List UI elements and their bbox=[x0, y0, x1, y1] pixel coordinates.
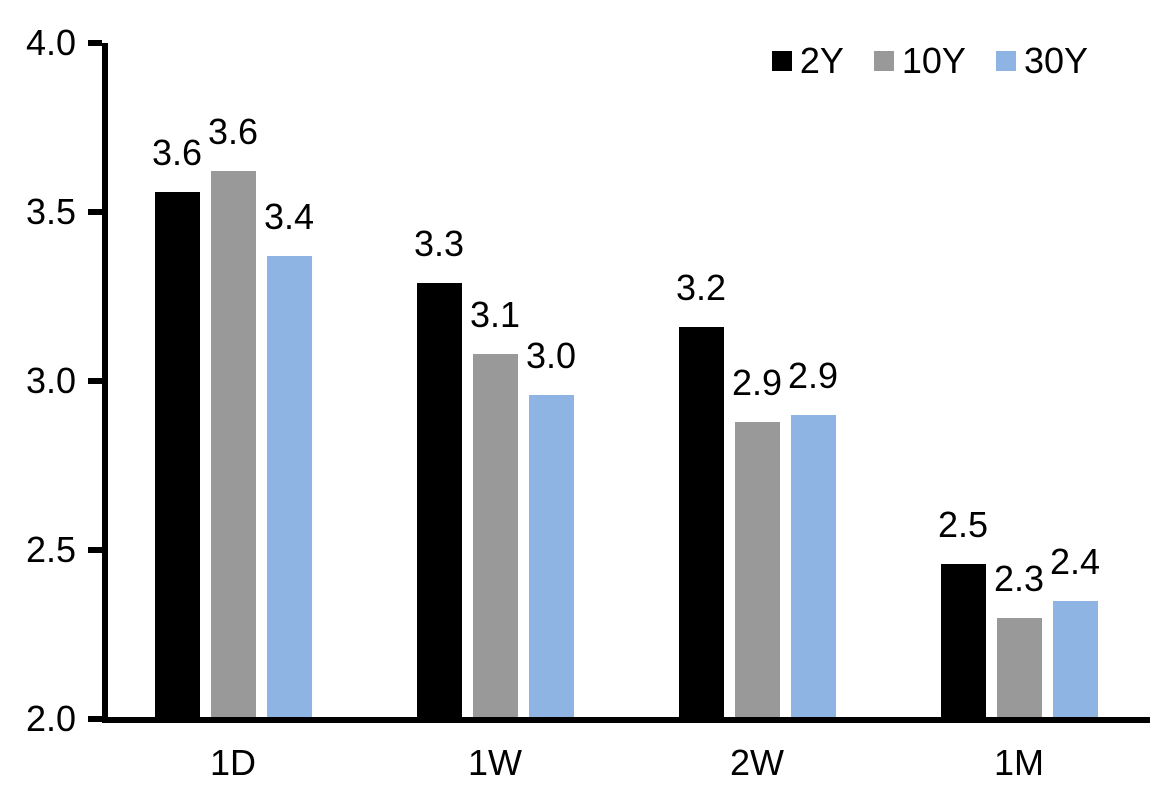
bar-1m-2y bbox=[940, 563, 986, 718]
y-tick-3.5 bbox=[88, 209, 102, 215]
bar-1w-30y bbox=[528, 394, 574, 718]
y-tick-label-3.5: 3.5 bbox=[25, 191, 76, 232]
x-axis-label-1m: 1M bbox=[993, 742, 1044, 783]
bar-1m-30y bbox=[1052, 600, 1098, 718]
data-label-1m-10y: 2.3 bbox=[993, 557, 1045, 599]
data-label-1d-2y: 3.6 bbox=[151, 131, 203, 173]
data-label-1d-10y: 3.6 bbox=[207, 111, 259, 153]
y-tick-label-4.0: 4.0 bbox=[25, 22, 76, 63]
data-label-1m-30y: 2.4 bbox=[1049, 540, 1101, 582]
legend-label-2y: 2Y bbox=[799, 40, 844, 81]
y-tick-label-3.0: 3.0 bbox=[25, 360, 76, 401]
bar-2w-30y bbox=[790, 414, 836, 718]
legend-label-10y: 10Y bbox=[901, 40, 966, 81]
data-label-1w-2y: 3.3 bbox=[413, 222, 465, 264]
data-label-2w-30y: 2.9 bbox=[787, 354, 839, 396]
x-axis-label-2w: 2W bbox=[730, 742, 784, 783]
bar-1m-10y bbox=[996, 617, 1042, 718]
legend-item-10y: 10Y bbox=[873, 40, 966, 81]
bar-1d-10y bbox=[210, 171, 256, 718]
y-tick-2.5 bbox=[88, 547, 102, 553]
bar-1d-30y bbox=[266, 255, 312, 718]
y-tick-4.0 bbox=[88, 40, 102, 46]
bar-1w-10y bbox=[472, 353, 518, 718]
y-tick-2.0 bbox=[88, 716, 102, 722]
y-axis-line bbox=[102, 43, 108, 723]
legend: 2Y 10Y 30Y bbox=[771, 40, 1088, 81]
data-label-1w-10y: 3.1 bbox=[469, 293, 521, 335]
data-label-1m-2y: 2.5 bbox=[937, 503, 989, 545]
bar-1w-2y bbox=[416, 282, 462, 718]
y-tick-label-2.0: 2.0 bbox=[25, 698, 76, 739]
x-axis-line bbox=[102, 717, 1150, 723]
legend-item-2y: 2Y bbox=[771, 40, 844, 81]
bar-1d-2y bbox=[154, 191, 200, 718]
bar-2w-2y bbox=[678, 326, 724, 718]
legend-swatch-10y-icon bbox=[873, 51, 894, 71]
data-label-2w-10y: 2.9 bbox=[731, 361, 783, 403]
legend-item-30y: 30Y bbox=[995, 40, 1088, 81]
bar-2w-10y bbox=[734, 421, 780, 718]
legend-swatch-2y-icon bbox=[771, 51, 792, 71]
data-label-1w-30y: 3.0 bbox=[525, 334, 577, 376]
y-tick-3.0 bbox=[88, 378, 102, 384]
y-tick-label-2.5: 2.5 bbox=[25, 529, 76, 570]
x-axis-label-1d: 1D bbox=[209, 742, 257, 783]
data-label-2w-2y: 3.2 bbox=[675, 266, 727, 308]
legend-label-30y: 30Y bbox=[1023, 40, 1088, 81]
x-axis-label-1w: 1W bbox=[468, 742, 522, 783]
data-label-1d-30y: 3.4 bbox=[263, 195, 315, 237]
legend-swatch-30y-icon bbox=[995, 51, 1016, 71]
